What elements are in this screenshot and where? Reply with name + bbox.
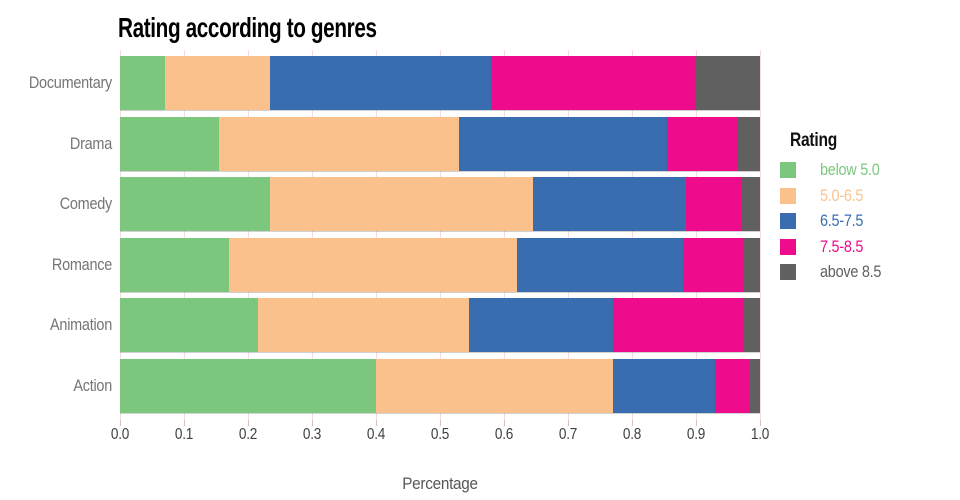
x-gridline (632, 50, 633, 420)
bar-segment (120, 177, 271, 232)
x-tick-label: 0.5 (430, 426, 450, 443)
legend-label: 7.5-8.5 (820, 236, 864, 256)
bar-row-comedy (120, 177, 760, 232)
legend-swatch (780, 238, 796, 255)
bar-segment (120, 298, 258, 353)
x-tick-label: 0.1 (174, 426, 194, 443)
bar-segment (228, 237, 517, 292)
bar-segment (695, 56, 760, 110)
x-gridline (696, 50, 697, 420)
x-tick-mark (504, 420, 505, 426)
x-gridline (376, 50, 377, 420)
y-category-label: Romance (51, 254, 112, 274)
legend-entry: 5.0-6.5 (780, 185, 958, 205)
bar-segment (257, 298, 469, 353)
y-category-label: Drama (69, 133, 112, 153)
bar-segment (219, 116, 460, 171)
x-gridline (120, 50, 121, 420)
legend-label: 6.5-7.5 (820, 211, 864, 230)
bar-segment (270, 177, 533, 232)
bar-segment (667, 116, 738, 171)
x-tick-label: 0.8 (622, 426, 642, 443)
bar-segment (376, 359, 613, 413)
bar-segment (120, 359, 376, 413)
bar-row-romance (120, 237, 760, 292)
legend-entry: 7.5-8.5 (780, 236, 958, 256)
legend-swatch (780, 162, 796, 178)
legend-entry: below 5.0 (780, 160, 958, 179)
bar-segment (750, 359, 760, 413)
bar-segment (491, 56, 696, 110)
x-tick-mark (376, 420, 377, 426)
x-tick-mark (440, 420, 441, 426)
x-tick-mark (696, 420, 697, 426)
bar-row-action (120, 359, 760, 413)
x-tick-mark (632, 420, 633, 426)
bar-segment (686, 177, 741, 232)
x-tick-label: 0.7 (558, 426, 578, 443)
bar-segment (120, 56, 165, 110)
x-gridline (760, 50, 761, 420)
bar-segment (740, 177, 760, 232)
bar-segment (612, 359, 716, 413)
bar-row-documentary (120, 56, 760, 110)
bar-segment (120, 237, 229, 292)
x-tick-label: 0.3 (302, 426, 322, 443)
bar-segment (683, 237, 744, 292)
legend-label: below 5.0 (820, 160, 880, 179)
legend-swatch (780, 213, 796, 229)
x-tick-label: 0.6 (494, 426, 514, 443)
chart-title: Rating according to genres (118, 12, 377, 43)
legend: Rating below 5.0 5.0-6.5 6.5-7.5 7.5-8.5 abo… (780, 130, 958, 290)
x-gridline (504, 50, 505, 420)
x-gridline (568, 50, 569, 420)
legend-title: Rating (790, 130, 837, 151)
legend-entries: below 5.0 5.0-6.5 6.5-7.5 7.5-8.5 above 8.5 (780, 160, 958, 281)
x-tick-mark (248, 420, 249, 426)
x-tick-label: 0.9 (686, 426, 706, 443)
bar-segment (737, 116, 760, 171)
y-category-label: Animation (50, 315, 112, 335)
legend-label: 5.0-6.5 (820, 185, 864, 205)
x-axis-label: Percentage (402, 474, 478, 493)
legend-label: above 8.5 (820, 262, 882, 281)
bar-row-animation (120, 298, 760, 353)
x-tick-label: 0.2 (238, 426, 258, 443)
bar-segment (459, 116, 668, 171)
x-tick-mark (184, 420, 185, 426)
x-tick-mark (760, 420, 761, 426)
x-tick-label: 1.0 (750, 426, 770, 443)
y-category-label: Documentary (28, 73, 113, 92)
bar-segment (612, 298, 744, 353)
x-gridline (248, 50, 249, 420)
x-gridline (312, 50, 313, 420)
legend-entry: above 8.5 (780, 262, 958, 281)
bar-segment (532, 177, 687, 232)
x-tick-label: 0.4 (366, 426, 386, 443)
bar-segment (715, 359, 751, 413)
bar-segment (743, 298, 760, 353)
x-gridline (440, 50, 441, 420)
y-category-label: Comedy (59, 194, 113, 214)
legend-swatch (780, 187, 796, 204)
x-tick-mark (312, 420, 313, 426)
bar-segment (164, 56, 271, 110)
bar-segment (468, 298, 613, 353)
legend-entry: 6.5-7.5 (780, 211, 958, 230)
legend-swatch (780, 264, 796, 280)
bar-row-drama (120, 116, 760, 171)
bar-segment (120, 116, 220, 171)
bar-segment (516, 237, 684, 292)
y-category-label: Action (73, 376, 112, 395)
x-tick-label: 0.0 (110, 426, 130, 443)
plot-area (120, 50, 761, 426)
bar-segment (743, 237, 760, 292)
x-tick-mark (568, 420, 569, 426)
x-gridline (184, 50, 185, 420)
x-tick-mark (120, 420, 121, 426)
bar-segment (270, 56, 492, 110)
